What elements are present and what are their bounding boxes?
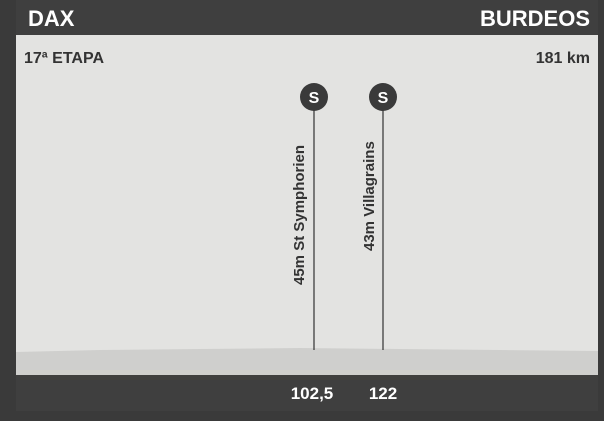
sprint-icon-letter: S — [309, 90, 320, 107]
sprint-label: 45m St Symphorien — [291, 145, 308, 285]
sprint-1: S 43m Villagrains 122 — [361, 83, 397, 403]
bottom-bar — [16, 375, 598, 411]
start-town: DAX — [28, 6, 75, 31]
sprint-0: S 45m St Symphorien 102,5 — [291, 83, 334, 403]
sprint-km: 102,5 — [291, 384, 334, 403]
sprint-icon — [300, 83, 328, 111]
finish-town: BURDEOS — [480, 6, 590, 31]
stage-distance: 181 km — [536, 50, 590, 67]
stage-number: 17ª ETAPA — [24, 50, 104, 67]
sprint-km: 122 — [369, 384, 397, 403]
sprint-icon — [369, 83, 397, 111]
profile-ground — [16, 348, 598, 375]
sprint-label: 43m Villagrains — [361, 141, 378, 251]
sprint-icon-letter: S — [378, 90, 389, 107]
top-bar — [16, 0, 598, 35]
